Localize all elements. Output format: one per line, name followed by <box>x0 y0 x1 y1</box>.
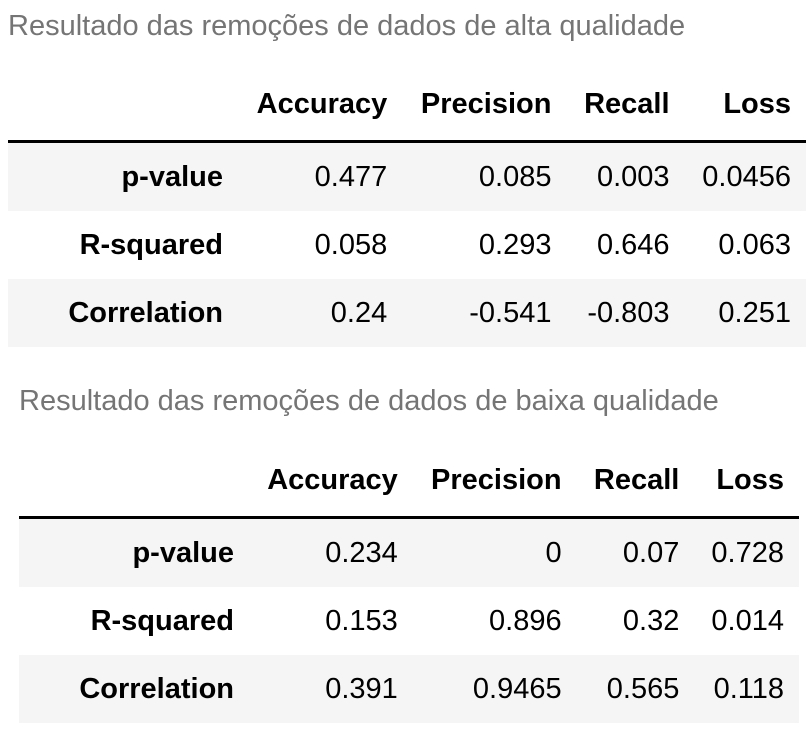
column-header-recall: Recall <box>566 68 685 143</box>
table-cell: -0.803 <box>587 296 670 329</box>
table-cell: 0.565 <box>606 672 680 705</box>
column-header-recall: Recall <box>576 444 695 519</box>
table-cell: 0.0456 <box>702 160 791 193</box>
results-table-high-quality: Accuracy Precision Recall Loss p-value 0… <box>8 68 806 347</box>
results-table-low-quality: Accuracy Precision Recall Loss p-value 0… <box>19 444 799 723</box>
column-header-accuracy: Accuracy <box>249 444 413 519</box>
table-cell: 0.003 <box>596 160 670 193</box>
table-cell: 0.251 <box>718 296 791 329</box>
row-header-r-squared: R-squared <box>79 228 223 261</box>
table-cell: 0.9465 <box>472 672 562 705</box>
column-header-loss: Loss <box>694 444 799 519</box>
header-corner-cell <box>19 444 249 519</box>
column-header-accuracy: Accuracy <box>238 68 403 143</box>
table-cell: 0.234 <box>325 536 398 569</box>
table-cell: 0.24 <box>330 296 388 329</box>
table-cell: 0 <box>545 536 562 569</box>
table-cell: 0.014 <box>711 604 784 637</box>
table-row: p-value 0.234 0 0.07 0.728 <box>19 517 799 587</box>
table-header-row: Accuracy Precision Recall Loss <box>8 68 806 143</box>
table-cell: 0.118 <box>713 672 784 705</box>
table-cell: 0.07 <box>622 536 680 569</box>
row-header-r-squared: R-squared <box>90 604 234 637</box>
row-header-p-value: p-value <box>121 160 223 193</box>
table-cell: 0.896 <box>489 604 562 637</box>
table-cell: 0.085 <box>478 160 552 193</box>
header-corner-cell <box>8 68 238 143</box>
table-cell: 0.058 <box>314 228 388 261</box>
row-header-p-value: p-value <box>132 536 234 569</box>
table-cell: 0.477 <box>314 160 388 193</box>
row-header-correlation: Correlation <box>68 296 223 329</box>
table-cell: -0.541 <box>469 296 552 329</box>
table-caption-low-quality: Resultado das remoções de dados de baixa… <box>19 385 719 417</box>
row-header-correlation: Correlation <box>79 672 234 705</box>
table-cell: 0.32 <box>622 604 680 637</box>
table-cell: 0.293 <box>478 228 552 261</box>
column-header-loss: Loss <box>684 68 806 143</box>
column-header-precision: Precision <box>412 444 577 519</box>
table-row: Correlation 0.24 -0.541 -0.803 0.251 <box>8 279 806 347</box>
table-cell: 0.391 <box>325 672 398 705</box>
table-cell: 0.728 <box>711 536 784 569</box>
table-row: Correlation 0.391 0.9465 0.565 0.118 <box>19 655 799 723</box>
table-cell: 0.646 <box>596 228 670 261</box>
column-header-precision: Precision <box>402 68 567 143</box>
table-row: R-squared 0.153 0.896 0.32 0.014 <box>19 587 799 655</box>
table-row: p-value 0.477 0.085 0.003 0.0456 <box>8 141 806 211</box>
table-cell: 0.153 <box>325 604 398 637</box>
table-header-row: Accuracy Precision Recall Loss <box>19 444 799 519</box>
table-row: R-squared 0.058 0.293 0.646 0.063 <box>8 211 806 279</box>
table-cell: 0.063 <box>718 228 791 261</box>
table-caption-high-quality: Resultado das remoções de dados de alta … <box>8 10 686 42</box>
